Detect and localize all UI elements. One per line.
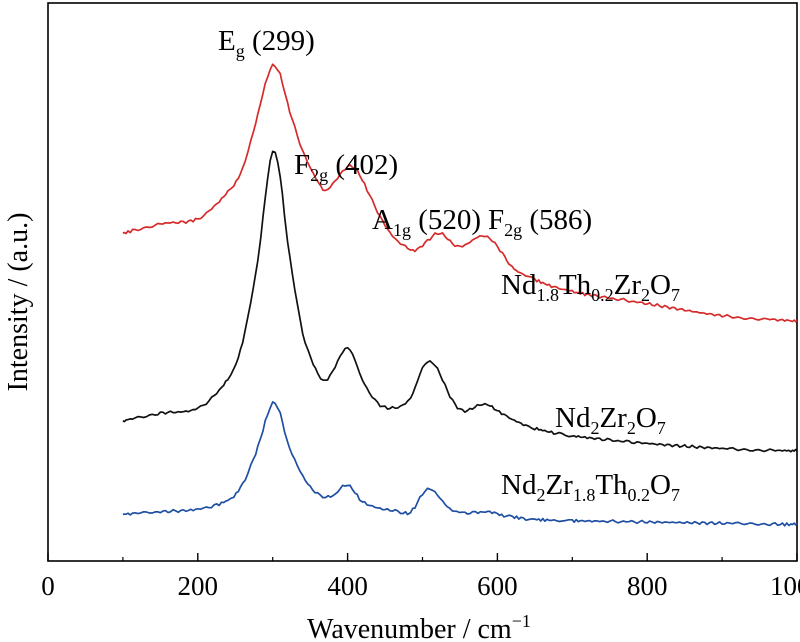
series-label-1: Nd2Zr2O7	[555, 402, 666, 438]
annotations: Eg (299) F2g (402) A1g (520) F2g (586) Nd1.8…	[218, 25, 680, 505]
x-tick-label-400: 400	[327, 571, 368, 601]
peak-label-f2g-402: F2g (402)	[294, 149, 398, 185]
x-tick-label-600: 600	[477, 571, 518, 601]
x-tick-label-200: 200	[178, 571, 219, 601]
series-line-2	[122, 401, 798, 527]
x-axis: 0 200 400 600 800 1000	[41, 553, 800, 601]
series-line-1	[122, 150, 798, 453]
plot-area	[47, 2, 798, 562]
x-tick-label-800: 800	[627, 571, 668, 601]
peak-label-eg: Eg (299)	[218, 25, 315, 61]
x-tick-label-1000: 1000	[770, 571, 800, 601]
series-lines	[122, 63, 798, 527]
peak-label-f2g-586: F2g (586)	[488, 204, 592, 240]
plot-border	[47, 2, 798, 562]
series-label-0: Nd1.8Th0.2Zr2O7	[501, 269, 680, 305]
peak-label-a1g: A1g (520)	[372, 204, 481, 240]
series-line-0	[122, 63, 798, 323]
x-tick-label-0: 0	[41, 571, 55, 601]
y-axis-title: Intensity / (a.u.)	[3, 213, 34, 392]
series-label-2: Nd2Zr1.8Th0.2O7	[501, 469, 680, 505]
x-axis-title: Wavenumber / cm−1	[307, 611, 531, 642]
